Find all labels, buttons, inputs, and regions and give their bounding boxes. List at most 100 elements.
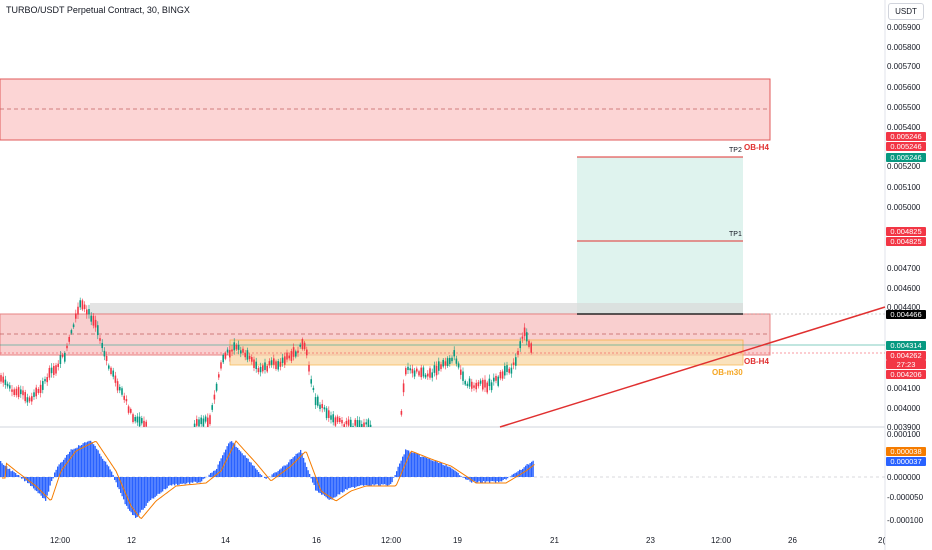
price-tick: 0.005700 — [887, 62, 921, 71]
candle-body — [110, 367, 112, 375]
histogram-bar — [226, 446, 228, 477]
histogram-bar — [487, 477, 489, 482]
histogram-bar — [174, 477, 176, 486]
histogram-bar — [67, 454, 69, 477]
histogram-bar — [400, 460, 402, 477]
histogram-bar — [475, 477, 477, 483]
ob-h4-upper-label: OB-H4 — [744, 143, 769, 152]
histogram-bar — [250, 462, 252, 477]
histogram-bar — [327, 477, 329, 499]
candle-body — [237, 344, 240, 350]
histogram-bar — [160, 477, 162, 493]
histogram-bar — [483, 477, 485, 482]
histogram-bar — [195, 477, 197, 482]
candle-body — [424, 374, 427, 378]
candle-body — [308, 364, 310, 372]
histogram-bar — [103, 460, 105, 477]
candle-body — [512, 362, 515, 366]
histogram-bar — [243, 455, 245, 477]
candle-body — [479, 380, 482, 384]
candle-body — [141, 418, 143, 424]
candle-body — [202, 418, 205, 427]
histogram-bar — [354, 477, 356, 488]
histogram-bar — [199, 477, 201, 483]
histogram-bar — [289, 459, 291, 477]
histogram-bar — [15, 473, 17, 477]
histogram-bar — [82, 443, 84, 477]
price-tick: 0.004100 — [887, 384, 921, 393]
time-tick: 12:00 — [711, 536, 732, 545]
histogram-bar — [106, 464, 108, 477]
candle-body — [114, 375, 117, 383]
histogram-bar — [258, 471, 260, 477]
histogram-bar — [136, 477, 138, 517]
histogram-bar — [415, 453, 417, 477]
histogram-bar — [85, 442, 87, 477]
histogram-bar — [307, 470, 309, 477]
histogram-bar — [139, 477, 141, 513]
histogram-bar — [211, 472, 213, 477]
candle-body — [244, 353, 246, 358]
histogram-bar — [105, 461, 107, 477]
candle-body — [301, 339, 304, 350]
histogram-bar — [208, 474, 210, 477]
candle-body — [332, 414, 334, 423]
candle-body — [350, 419, 352, 427]
time-tick: 12 — [127, 536, 136, 545]
histogram-bar — [69, 451, 71, 477]
histogram-bar — [151, 477, 153, 499]
price-tick: 0.005400 — [887, 123, 921, 132]
candle-body — [517, 350, 519, 355]
candle-body — [299, 344, 301, 347]
candle-body — [9, 385, 11, 389]
histogram-bar — [388, 477, 390, 485]
candle-body — [42, 381, 44, 390]
histogram-bar — [460, 476, 462, 477]
candle-body — [207, 417, 209, 427]
histogram-bar — [451, 468, 453, 477]
candle-body — [486, 382, 488, 393]
candle-body — [97, 325, 99, 336]
candle-body — [442, 359, 444, 367]
candle-body — [86, 309, 88, 315]
candle-body — [6, 383, 9, 387]
histogram-bar — [454, 470, 456, 477]
histogram-bar — [175, 477, 177, 484]
histogram-bar — [97, 450, 99, 477]
histogram-bar — [3, 464, 5, 477]
histogram-bar — [253, 465, 255, 477]
histogram-bar — [376, 477, 378, 485]
histogram-bar — [280, 468, 282, 477]
candle-body — [310, 379, 312, 384]
price-tag-ob-low: 0.004262 — [886, 351, 926, 360]
histogram-bar — [234, 443, 236, 477]
candle-body — [198, 419, 200, 427]
histogram-bar — [111, 471, 113, 477]
price-tick: 0.004700 — [887, 264, 921, 273]
histogram-bar — [295, 453, 297, 477]
candle-body — [440, 364, 442, 370]
histogram-bar — [18, 475, 20, 477]
histogram-bar — [7, 468, 9, 477]
histogram-bar — [210, 473, 212, 477]
currency-button[interactable]: USDT — [888, 3, 924, 20]
histogram-bar — [87, 441, 89, 477]
candle-body — [79, 300, 81, 308]
histogram-bar — [418, 454, 420, 477]
candle-body — [521, 336, 524, 339]
macd-signal-line — [2, 440, 535, 520]
histogram-bar — [159, 477, 161, 494]
candle-body — [259, 366, 262, 373]
candle-body — [281, 357, 284, 363]
histogram-bar — [456, 471, 458, 477]
candle-body — [499, 372, 502, 379]
grey-zone — [90, 303, 743, 314]
histogram-bar — [334, 477, 336, 498]
histogram-bar — [477, 477, 479, 483]
histogram-bar — [46, 477, 48, 496]
histogram-bar — [484, 477, 486, 483]
histogram-bar — [145, 477, 147, 506]
histogram-bar — [55, 469, 57, 477]
